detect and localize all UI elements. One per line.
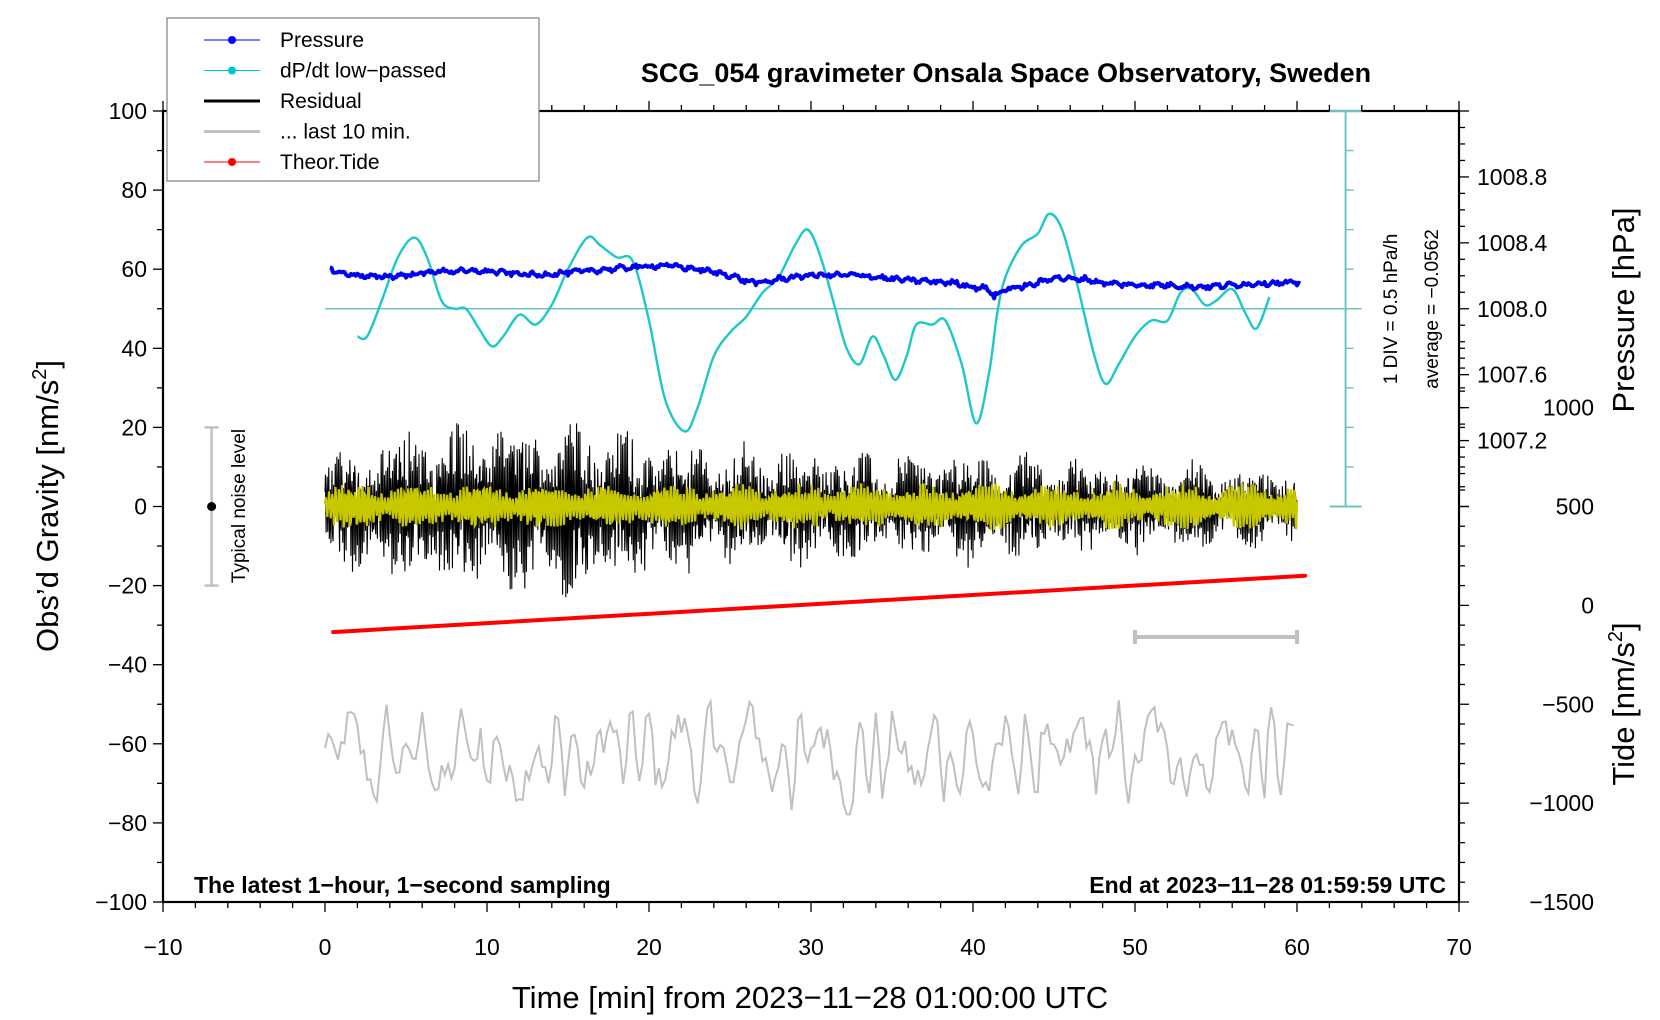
legend-entry: Residual bbox=[204, 90, 362, 113]
y-axis-title-left-main: Obs’d Gravity [nm/s bbox=[30, 380, 65, 652]
y-axis-title-tide-sup: 2 bbox=[1605, 631, 1627, 642]
pressure-tick-label: 1008.0 bbox=[1477, 296, 1547, 322]
tide-tick-label: −1500 bbox=[1529, 889, 1594, 915]
y-tick-label: 60 bbox=[121, 256, 147, 282]
legend-entry: ... last 10 min. bbox=[204, 121, 411, 144]
legend-label: Pressure bbox=[280, 29, 364, 52]
residual-lowpass-line bbox=[323, 481, 1299, 531]
legend-label: Theor.Tide bbox=[280, 151, 380, 174]
dpdt-average-label: average = −0.0562 bbox=[1422, 229, 1443, 389]
residual-lowpass-series bbox=[323, 481, 1299, 531]
y-tick-label: −40 bbox=[108, 652, 147, 678]
y-axis-title-pressure: Pressure [hPa] bbox=[1606, 207, 1641, 412]
legend-label: dP/dt low−passed bbox=[280, 60, 446, 83]
x-tick-label: 60 bbox=[1284, 934, 1310, 960]
pressure-tick-label: 1008.8 bbox=[1477, 164, 1547, 190]
tide-line bbox=[331, 573, 1308, 635]
y-axis-title-tide-end: ] bbox=[1606, 622, 1641, 631]
x-tick-label: 70 bbox=[1446, 934, 1472, 960]
y-tick-label: −60 bbox=[108, 731, 147, 757]
y-axis-title-tide-main: Tide [nm/s bbox=[1606, 642, 1641, 786]
x-tick-label: 30 bbox=[798, 934, 824, 960]
y-tick-label: −80 bbox=[108, 810, 147, 836]
y-tick-label: −100 bbox=[95, 889, 147, 915]
y-tick-label: −20 bbox=[108, 573, 147, 599]
dpdt-div-label: 1 DIV = 0.5 hPa/h bbox=[1381, 234, 1402, 385]
pressure-tick-label: 1008.4 bbox=[1477, 230, 1548, 256]
tide-tick-label: 0 bbox=[1581, 592, 1594, 618]
legend-entry: dP/dt low−passed bbox=[204, 60, 446, 83]
tide-series bbox=[331, 573, 1308, 635]
last10-line bbox=[324, 697, 1295, 816]
x-tick-label: 20 bbox=[636, 934, 662, 960]
annotations bbox=[204, 426, 1299, 645]
tide-tick-label: 500 bbox=[1556, 494, 1594, 520]
x-tick-label: 50 bbox=[1122, 934, 1148, 960]
legend-entry: Pressure bbox=[204, 29, 364, 52]
note-sampling: The latest 1−hour, 1−second sampling bbox=[194, 872, 611, 898]
dpdt-series bbox=[357, 212, 1271, 433]
tide-tick-label: −1000 bbox=[1529, 790, 1594, 816]
legend-label: ... last 10 min. bbox=[280, 121, 411, 144]
legend-swatch-marker bbox=[228, 66, 236, 75]
chart-title: SCG_054 gravimeter Onsala Space Observat… bbox=[641, 58, 1371, 88]
x-tick-label: 0 bbox=[319, 934, 332, 960]
pressure-tick-label: 1007.6 bbox=[1477, 362, 1547, 388]
noise-level-label: Typical noise level bbox=[229, 429, 250, 583]
dpdt-scale bbox=[325, 110, 1362, 508]
y-tick-label: 0 bbox=[134, 494, 147, 520]
legend-swatch-marker bbox=[228, 36, 236, 44]
legend-entry: Theor.Tide bbox=[204, 151, 380, 174]
x-tick-label: 10 bbox=[474, 934, 500, 960]
note-end-time: End at 2023−11−28 01:59:59 UTC bbox=[1089, 872, 1446, 898]
legend-swatch-marker bbox=[228, 158, 236, 166]
noise-bar-center-dot bbox=[207, 502, 217, 511]
x-tick-label: −10 bbox=[143, 934, 182, 960]
y-tick-label: 20 bbox=[121, 414, 147, 440]
dpdt-line bbox=[357, 212, 1271, 433]
y-axis-title-left: Obs’d Gravity [nm/s2] bbox=[29, 360, 65, 652]
legend: Pressure dP/dt low−passed Residual ... last… bbox=[166, 17, 540, 182]
y-tick-label: 80 bbox=[121, 177, 147, 203]
legend-label: Residual bbox=[280, 90, 362, 113]
x-axis-title: Time [min] from 2023−11−28 01:00:00 UTC bbox=[512, 980, 1108, 1015]
tide-tick-label: 1000 bbox=[1543, 395, 1594, 421]
last10-series bbox=[324, 697, 1295, 816]
pressure-tick-label: 1007.2 bbox=[1477, 428, 1547, 454]
y-axis-title-left-end: ] bbox=[30, 360, 65, 369]
axis-ticks: −10 0 10 20 30 40 50 60 70100806040200−20−40−60−… bbox=[95, 98, 1594, 960]
y-axis-title-tide: Tide [nm/s2] bbox=[1605, 622, 1641, 785]
y-axis-title-left-sup: 2 bbox=[29, 369, 51, 380]
pressure-series bbox=[329, 261, 1302, 301]
tide-tick-label: −500 bbox=[1542, 691, 1594, 717]
y-tick-label: 100 bbox=[109, 98, 147, 124]
pressure-line bbox=[329, 261, 1302, 301]
x-tick-label: 40 bbox=[960, 934, 986, 960]
y-tick-label: 40 bbox=[121, 335, 147, 361]
